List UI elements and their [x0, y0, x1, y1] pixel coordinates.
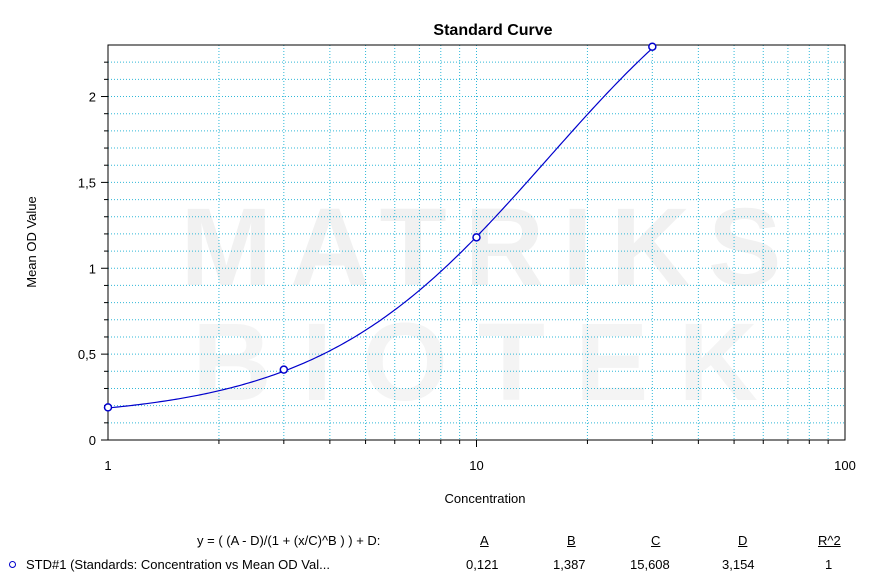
y-tick-label: 0,5 [78, 347, 96, 362]
chart-title: Standard Curve [433, 22, 552, 39]
legend-header-b: B [567, 533, 576, 548]
data-point [279, 365, 289, 374]
data-point [103, 403, 113, 412]
y-axis-label: Mean OD Value [24, 196, 39, 288]
legend-value-c: 15,608 [630, 557, 670, 572]
axis-ticks: 1 10 100 0 0,5 1 1,5 2 [78, 61, 856, 473]
legend-value-r2: 1 [825, 557, 833, 572]
data-point [472, 233, 481, 242]
legend-value-b: 1,387 [553, 557, 586, 572]
x-tick-label: 1 [104, 458, 111, 473]
legend-equation: y = ( (A - D)/(1 + (x/C)^B ) ) + D: [197, 533, 381, 548]
y-tick-label: 1 [89, 261, 96, 276]
y-tick-label: 2 [89, 90, 96, 105]
y-tick-label: 0 [89, 433, 96, 448]
legend-value-d: 3,154 [722, 557, 755, 572]
data-points [103, 42, 657, 412]
legend-header-d: D [738, 533, 748, 548]
y-tick-label: 1,5 [78, 175, 96, 190]
x-tick-label: 10 [469, 458, 483, 473]
x-axis-label: Concentration [445, 491, 526, 506]
legend-header-a: A [480, 533, 489, 548]
legend-value-a: 0,121 [466, 557, 499, 572]
x-tick-label: 100 [834, 458, 856, 473]
watermark-line1: MATRIKS [181, 186, 800, 309]
watermark-line2: BIOTEK [192, 301, 788, 424]
legend-header-row: y = ( (A - D)/(1 + (x/C)^B ) ) + D: A B … [0, 533, 891, 551]
legend-header-r2: R^2 [818, 533, 841, 548]
legend-marker-icon [9, 561, 16, 568]
data-point [648, 42, 657, 51]
legend-series-row: STD#1 (Standards: Concentration vs Mean … [0, 557, 891, 575]
fit-curve-line [107, 47, 653, 409]
legend-series-label: STD#1 (Standards: Concentration vs Mean … [26, 557, 330, 572]
legend-header-c: C [651, 533, 661, 548]
